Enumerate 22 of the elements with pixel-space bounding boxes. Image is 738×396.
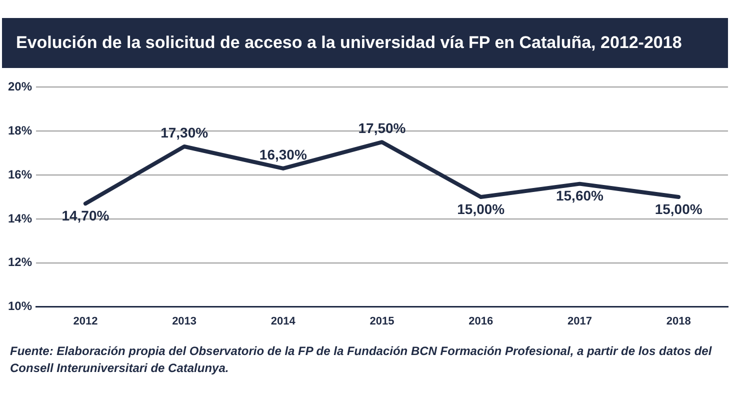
x-tick-label: 2012 [73, 315, 98, 328]
x-tick-label: 2017 [567, 315, 592, 328]
x-tick-label: 2014 [270, 315, 296, 328]
y-tick-label: 10% [8, 299, 32, 314]
x-tick-label: 2013 [172, 315, 197, 328]
x-tick-label: 2018 [666, 315, 691, 328]
text: 17,50% [358, 120, 406, 136]
text: 15,00% [654, 200, 702, 217]
text: 16,30% [259, 146, 307, 162]
y-tick-label: 20% [8, 80, 32, 94]
chart-title: Evolución de la solicitud de acceso a la universidad vía FP en Cataluña, 2012-2018 [2, 18, 728, 68]
text: 17,30% [160, 124, 208, 140]
y-tick-label: 14% [8, 211, 32, 226]
y-tick-label: 16% [8, 167, 32, 182]
text: 15,60% [556, 188, 604, 204]
y-tick-label: 18% [8, 123, 32, 138]
x-tick-label: 2016 [468, 315, 494, 328]
x-tick-label: 2015 [370, 315, 394, 328]
text: 14,70% [62, 207, 110, 224]
text: 15,00% [457, 200, 505, 217]
y-tick-label: 12% [8, 255, 32, 270]
source-note: Fuente: Elaboración propia del Observatorio de la FP de la Fundación BCN Formación Profesional, a partir de los datos del Consell Interuniversitari de Catalunya. [10, 343, 713, 377]
